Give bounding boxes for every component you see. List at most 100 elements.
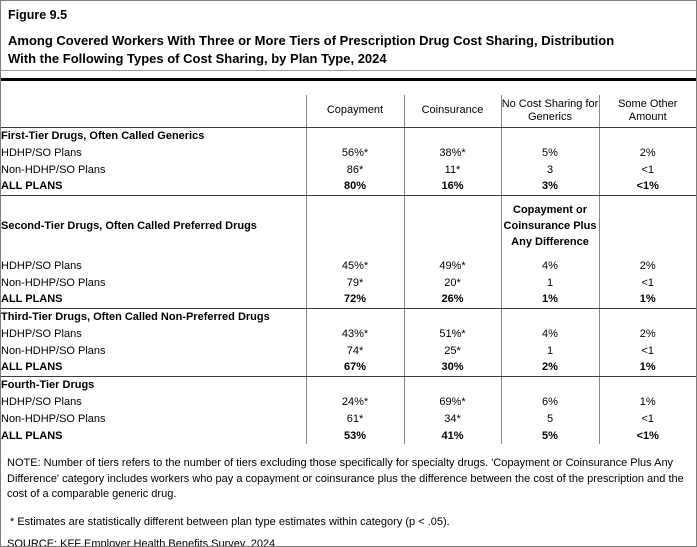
cell-value: 69%* (403, 393, 501, 410)
cell-value: 3% (500, 178, 599, 196)
cell-value: 26% (403, 291, 501, 309)
empty-cell (403, 127, 501, 144)
empty-cell (305, 308, 404, 325)
source-line: SOURCE: KFF Employer Health Benefits Sur… (7, 538, 276, 547)
cell-value: <1% (598, 427, 696, 444)
cell-value: 53% (305, 427, 404, 444)
cell-value: <1% (598, 178, 696, 196)
cell-value: 72% (305, 291, 404, 309)
cell-value: 45%* (305, 257, 404, 274)
section-header-first-tier: First-Tier Drugs, Often Called Generics (1, 127, 696, 144)
column-header-some-other-amount: Some Other Amount (598, 95, 696, 128)
section-label: Second-Tier Drugs, Often Called Preferre… (1, 220, 257, 233)
cell-value: 41% (403, 427, 501, 444)
table-row-third-all-plans: ALL PLANS 67% 30% 2% 1% (1, 359, 696, 377)
column-header-no-cost-sharing: No Cost Sharing for Generics (500, 95, 599, 128)
title-block: Figure 9.5 Among Covered Workers With Th… (1, 1, 696, 71)
cell-value: 1% (598, 393, 696, 410)
empty-cell (403, 308, 501, 325)
section-label: Third-Tier Drugs, Often Called Non-Prefe… (1, 310, 270, 323)
cell-value: 1% (598, 359, 696, 377)
figure-title: Among Covered Workers With Three or More… (8, 32, 688, 67)
row-label: Non-HDHP/SO Plans (1, 276, 106, 289)
note-text: NOTE: Number of tiers refers to the numb… (7, 457, 684, 500)
cell-value: 30% (403, 359, 501, 377)
row-label: ALL PLANS (1, 291, 306, 309)
table-row-second-all-plans: ALL PLANS 72% 26% 1% 1% (1, 291, 696, 309)
row-label: ALL PLANS (1, 178, 306, 196)
column-header-row: Copayment Coinsurance No Cost Sharing fo… (1, 95, 696, 128)
cell-value: 11* (403, 161, 501, 178)
table-row-third-hdhp: HDHP/SO Plans 43%* 51%* 4% 2% (1, 325, 696, 342)
asterisk-note: * Estimates are statistically different … (10, 515, 450, 528)
section-label: Fourth-Tier Drugs (1, 378, 95, 391)
cell-value: 34* (403, 410, 501, 427)
cell-value: <1 (598, 274, 696, 291)
cell-value: 5 (500, 410, 599, 427)
cell-value: 86* (305, 161, 404, 178)
cell-value: 74* (305, 342, 404, 359)
empty-cell (500, 376, 599, 393)
empty-cell (598, 376, 696, 393)
row-label: HDHP/SO Plans (1, 327, 82, 340)
table-row-first-hdhp: HDHP/SO Plans 56%* 38%* 5% 2% (1, 144, 696, 161)
cell-value: 2% (500, 359, 599, 377)
empty-cell (305, 195, 404, 257)
section-header-second-tier: Second-Tier Drugs, Often Called Preferre… (1, 195, 696, 257)
row-label: HDHP/SO Plans (1, 259, 82, 272)
cell-value: 24%* (305, 393, 404, 410)
cell-value: 51%* (403, 325, 501, 342)
cell-value: 4% (500, 325, 599, 342)
cell-value: <1 (598, 161, 696, 178)
row-label: HDHP/SO Plans (1, 146, 82, 159)
column-header-coinsurance: Coinsurance (403, 95, 501, 128)
table-row-fourth-hdhp: HDHP/SO Plans 24%* 69%* 6% 1% (1, 393, 696, 410)
table-row-first-nonhdhp: Non-HDHP/SO Plans 86* 11* 3 <1 (1, 161, 696, 178)
table-row-first-all-plans: ALL PLANS 80% 16% 3% <1% (1, 178, 696, 196)
empty-cell (403, 376, 501, 393)
table-row-second-nonhdhp: Non-HDHP/SO Plans 79* 20* 1 <1 (1, 274, 696, 291)
table-row-second-hdhp: HDHP/SO Plans 45%* 49%* 4% 2% (1, 257, 696, 274)
empty-cell (305, 127, 404, 144)
empty-cell (598, 308, 696, 325)
cell-value: 49%* (403, 257, 501, 274)
cell-value: 1 (500, 274, 599, 291)
section-label: First-Tier Drugs, Often Called Generics (1, 129, 205, 142)
cell-value: 43%* (305, 325, 404, 342)
cell-value: 2% (598, 325, 696, 342)
cell-value: <1 (598, 342, 696, 359)
cell-value: 1 (500, 342, 599, 359)
cell-value: 2% (598, 257, 696, 274)
cost-sharing-table: Copayment Coinsurance No Cost Sharing fo… (1, 95, 696, 444)
figure-title-line-2: With the Following Types of Cost Sharing… (8, 50, 387, 66)
empty-cell (500, 127, 599, 144)
cell-value: 25* (403, 342, 501, 359)
empty-cell (598, 127, 696, 144)
row-label: Non-HDHP/SO Plans (1, 163, 106, 176)
cell-value: 1% (598, 291, 696, 309)
cell-value: 79* (305, 274, 404, 291)
cell-value: 1% (500, 291, 599, 309)
cell-value: 80% (305, 178, 404, 196)
empty-cell (598, 195, 696, 257)
cell-value: 5% (500, 427, 599, 444)
cell-value: 20* (403, 274, 501, 291)
empty-cell (500, 308, 599, 325)
cell-value: 4% (500, 257, 599, 274)
cell-value: 56%* (305, 144, 404, 161)
section-header-third-tier: Third-Tier Drugs, Often Called Non-Prefe… (1, 308, 696, 325)
table-row-third-nonhdhp: Non-HDHP/SO Plans 74* 25* 1 <1 (1, 342, 696, 359)
column-header-empty (1, 95, 306, 128)
table-row-fourth-nonhdhp: Non-HDHP/SO Plans 61* 34* 5 <1 (1, 410, 696, 427)
figure-title-line-1: Among Covered Workers With Three or More… (8, 33, 615, 48)
table-row-fourth-all-plans: ALL PLANS 53% 41% 5% <1% (1, 427, 696, 444)
row-label: Non-HDHP/SO Plans (1, 412, 106, 425)
footnotes: NOTE: Number of tiers refers to the numb… (1, 456, 696, 547)
cell-value: 5% (500, 144, 599, 161)
cell-value: 16% (403, 178, 501, 196)
section-header-fourth-tier: Fourth-Tier Drugs (1, 376, 696, 393)
cell-value: 3 (500, 161, 599, 178)
cell-value: <1 (598, 410, 696, 427)
special-column-header: Copayment or Coinsurance Plus Any Differ… (500, 195, 599, 257)
